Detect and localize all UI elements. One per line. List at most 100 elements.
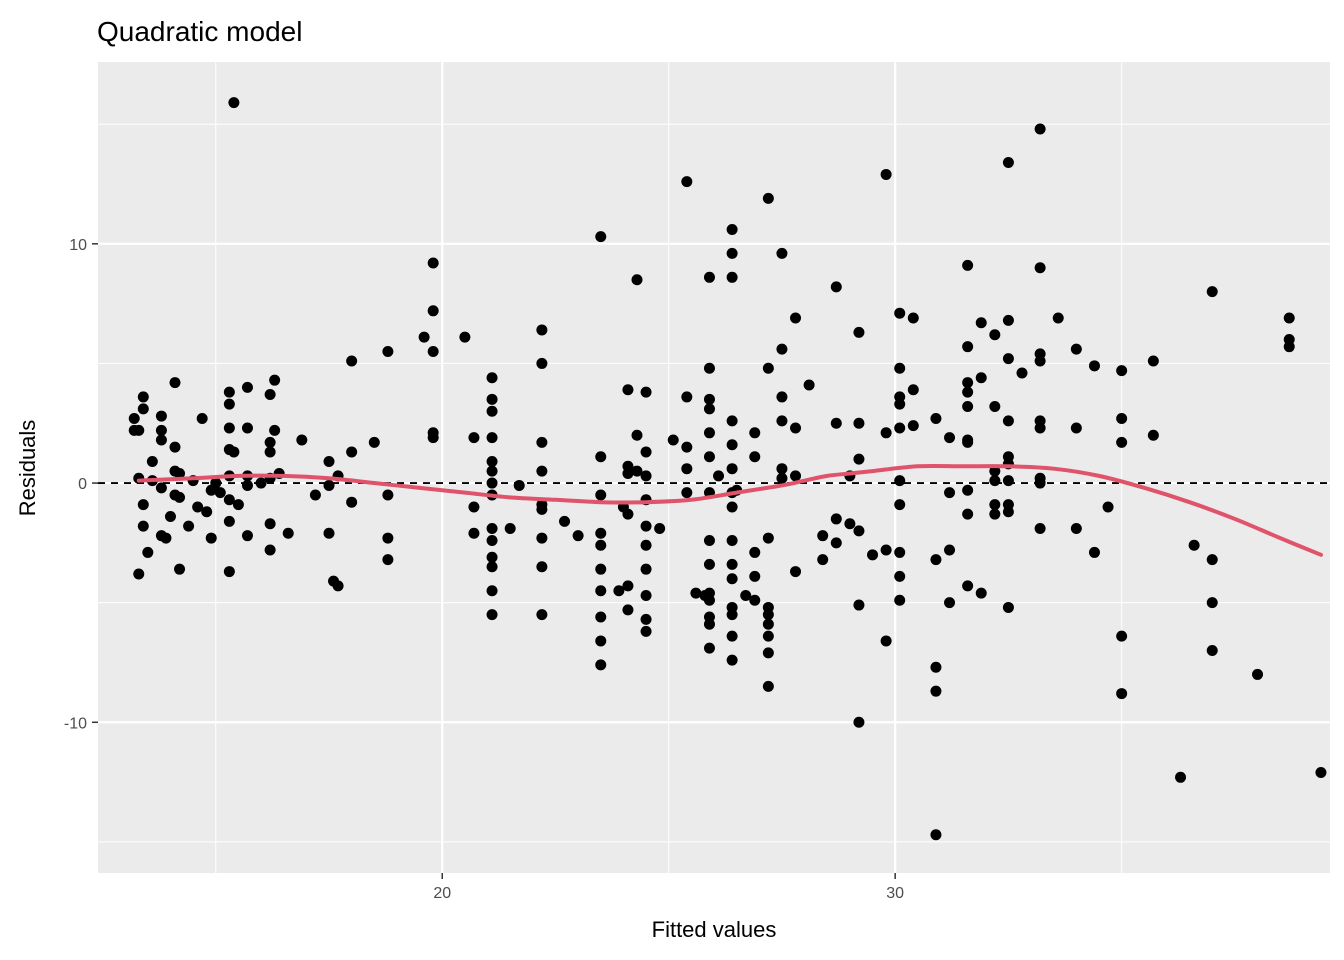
data-point xyxy=(640,520,652,532)
data-point xyxy=(382,532,394,544)
data-point xyxy=(726,271,738,283)
data-point xyxy=(1052,312,1064,324)
smooth-curve xyxy=(136,463,1323,557)
data-point xyxy=(282,527,294,539)
data-point xyxy=(975,372,987,384)
data-point xyxy=(1088,546,1100,558)
data-point xyxy=(930,829,942,841)
data-point xyxy=(762,618,774,630)
data-point xyxy=(703,558,715,570)
data-point xyxy=(1252,668,1264,680)
data-point xyxy=(622,508,634,520)
data-point xyxy=(255,477,267,489)
data-point xyxy=(595,231,607,243)
data-point xyxy=(241,422,253,434)
data-point xyxy=(907,312,919,324)
data-point xyxy=(595,539,607,551)
data-point xyxy=(228,446,240,458)
data-point xyxy=(726,415,738,427)
data-point xyxy=(223,422,235,434)
data-point xyxy=(640,563,652,575)
data-point xyxy=(1002,415,1014,427)
data-point xyxy=(703,403,715,415)
data-point xyxy=(196,412,208,424)
data-point xyxy=(713,470,725,482)
data-point xyxy=(762,362,774,374)
data-point xyxy=(790,422,802,434)
data-point xyxy=(572,530,584,542)
data-point xyxy=(740,589,752,601)
data-point xyxy=(654,523,666,535)
data-point xyxy=(486,456,498,468)
data-point xyxy=(944,597,956,609)
data-point xyxy=(703,534,715,546)
data-point xyxy=(726,609,738,621)
data-point xyxy=(264,389,276,401)
data-point xyxy=(1283,341,1295,353)
data-point xyxy=(703,594,715,606)
data-point xyxy=(296,434,308,446)
data-point xyxy=(1002,506,1014,518)
data-point xyxy=(223,566,235,578)
data-point xyxy=(486,372,498,384)
data-point xyxy=(513,479,525,491)
data-point xyxy=(690,587,702,599)
data-point xyxy=(622,467,634,479)
data-point xyxy=(486,393,498,405)
data-point xyxy=(975,587,987,599)
data-point xyxy=(631,465,643,477)
data-point xyxy=(174,563,186,575)
data-point xyxy=(930,661,942,673)
data-point xyxy=(427,257,439,269)
data-point xyxy=(155,410,167,422)
data-point xyxy=(128,412,140,424)
data-point xyxy=(323,527,335,539)
data-point xyxy=(1102,501,1114,513)
data-point xyxy=(1188,539,1200,551)
data-point xyxy=(894,475,906,487)
data-point xyxy=(975,317,987,329)
data-point xyxy=(749,427,761,439)
y-tick-label: 10 xyxy=(69,237,87,254)
data-point xyxy=(989,499,1001,511)
data-point xyxy=(536,503,548,515)
data-point xyxy=(907,384,919,396)
data-point xyxy=(137,403,149,415)
data-point xyxy=(201,506,213,518)
data-point xyxy=(703,451,715,463)
data-point xyxy=(853,326,865,338)
data-point xyxy=(1034,123,1046,135)
data-point xyxy=(853,525,865,537)
data-point xyxy=(1116,436,1128,448)
data-point xyxy=(962,259,974,271)
data-point xyxy=(536,436,548,448)
data-point xyxy=(142,546,154,558)
data-point xyxy=(930,554,942,566)
data-point xyxy=(1034,262,1046,274)
data-point xyxy=(989,329,1001,341)
data-point xyxy=(1002,601,1014,613)
data-point xyxy=(1283,312,1295,324)
data-point xyxy=(269,374,281,386)
data-point xyxy=(536,465,548,477)
data-point xyxy=(776,343,788,355)
data-point xyxy=(894,422,906,434)
data-point xyxy=(640,625,652,637)
data-point xyxy=(880,635,892,647)
data-point xyxy=(169,441,181,453)
data-point xyxy=(894,570,906,582)
data-point xyxy=(1002,475,1014,487)
data-point xyxy=(323,479,335,491)
data-point xyxy=(844,518,856,530)
data-point xyxy=(486,432,498,444)
data-point xyxy=(536,532,548,544)
data-point xyxy=(1206,645,1218,657)
x-axis-ticks: 20 30 xyxy=(433,873,904,902)
x-tick-label: 20 xyxy=(433,885,451,902)
data-point xyxy=(264,436,276,448)
data-point xyxy=(989,475,1001,487)
data-point xyxy=(622,384,634,396)
data-point xyxy=(853,417,865,429)
data-point xyxy=(155,424,167,436)
